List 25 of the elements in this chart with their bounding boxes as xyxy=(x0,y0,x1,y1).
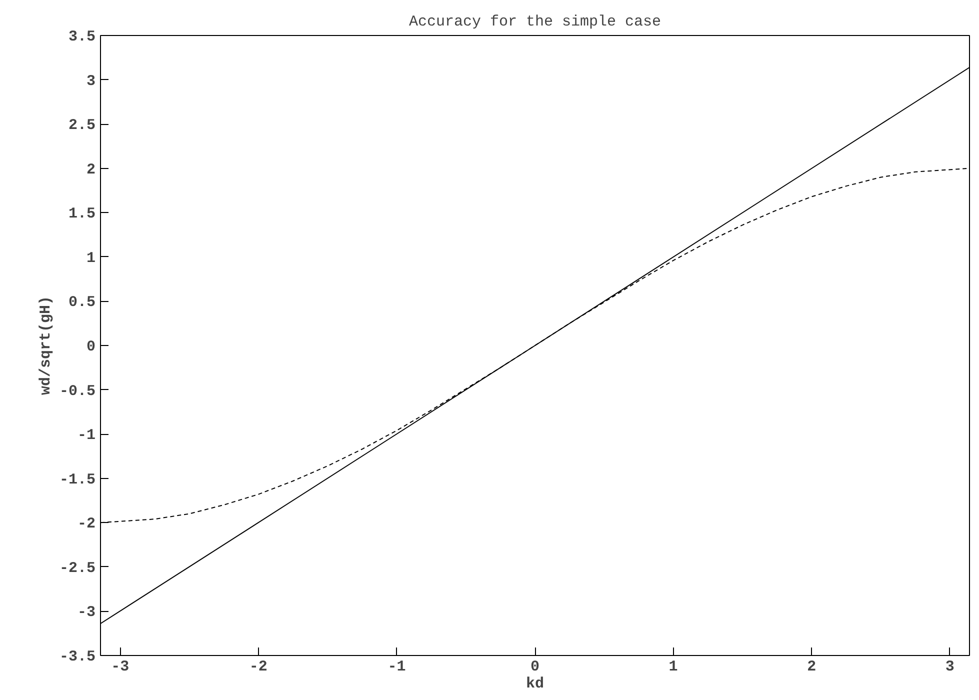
y-tick-label: -0.5 xyxy=(59,382,96,400)
x-tick-label: 1 xyxy=(668,658,678,676)
y-tick-label: -3.5 xyxy=(59,648,96,666)
chart-title: Accuracy for the simple case xyxy=(408,14,662,30)
y-tick-label: 3 xyxy=(86,72,96,90)
y-tick-label: 2 xyxy=(86,161,96,178)
x-tick-label: 3 xyxy=(945,658,954,676)
x-tick-label: 0 xyxy=(530,658,540,676)
y-tick-label: -3 xyxy=(77,604,96,622)
y-tick-label: -2 xyxy=(77,516,96,533)
x-tick-label: -3 xyxy=(111,658,130,676)
y-tick-label: 1 xyxy=(86,250,96,267)
y-axis-title: wd/sqrt(gH) xyxy=(37,296,54,396)
y-tick-label: 0.5 xyxy=(68,294,96,312)
x-tick-label: -1 xyxy=(388,658,406,676)
y-tick-label: 2.5 xyxy=(68,117,96,134)
y-tick-label: -2.5 xyxy=(59,560,96,577)
x-axis-title: kd xyxy=(526,676,544,692)
y-tick-label: 0 xyxy=(86,338,96,356)
y-tick-label: -1.5 xyxy=(59,471,96,488)
y-tick-label: 3.5 xyxy=(68,28,96,46)
x-tick-label: 2 xyxy=(807,658,816,676)
x-tick-label: -2 xyxy=(249,658,268,676)
y-tick-label: -1 xyxy=(77,427,96,444)
y-tick-label: 1.5 xyxy=(68,206,96,223)
